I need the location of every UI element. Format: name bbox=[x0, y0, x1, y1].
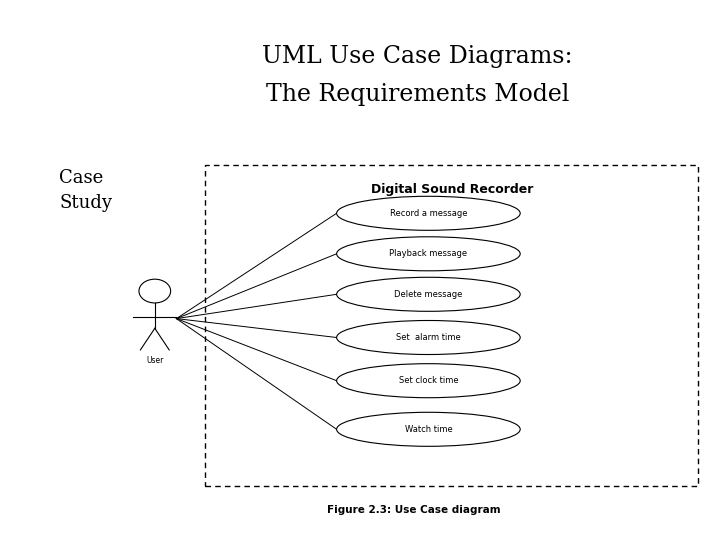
Text: The Requirements Model: The Requirements Model bbox=[266, 83, 570, 106]
Text: Watch time: Watch time bbox=[405, 425, 452, 434]
Ellipse shape bbox=[336, 321, 520, 354]
Text: Playback message: Playback message bbox=[390, 249, 467, 258]
Text: Case: Case bbox=[59, 169, 103, 187]
Circle shape bbox=[139, 279, 171, 303]
Text: Delete message: Delete message bbox=[395, 290, 462, 299]
Text: Set  alarm time: Set alarm time bbox=[396, 333, 461, 342]
Ellipse shape bbox=[336, 364, 520, 397]
Ellipse shape bbox=[336, 277, 520, 311]
Text: User: User bbox=[146, 356, 163, 366]
Ellipse shape bbox=[336, 237, 520, 271]
FancyBboxPatch shape bbox=[205, 165, 698, 486]
Text: UML Use Case Diagrams:: UML Use Case Diagrams: bbox=[262, 45, 573, 68]
Text: Record a message: Record a message bbox=[390, 209, 467, 218]
Ellipse shape bbox=[336, 413, 520, 446]
Text: Digital Sound Recorder: Digital Sound Recorder bbox=[371, 183, 533, 195]
Ellipse shape bbox=[336, 197, 520, 230]
Text: Study: Study bbox=[59, 193, 112, 212]
Text: Set clock time: Set clock time bbox=[399, 376, 458, 385]
Text: Figure 2.3: Use Case diagram: Figure 2.3: Use Case diagram bbox=[327, 505, 501, 515]
